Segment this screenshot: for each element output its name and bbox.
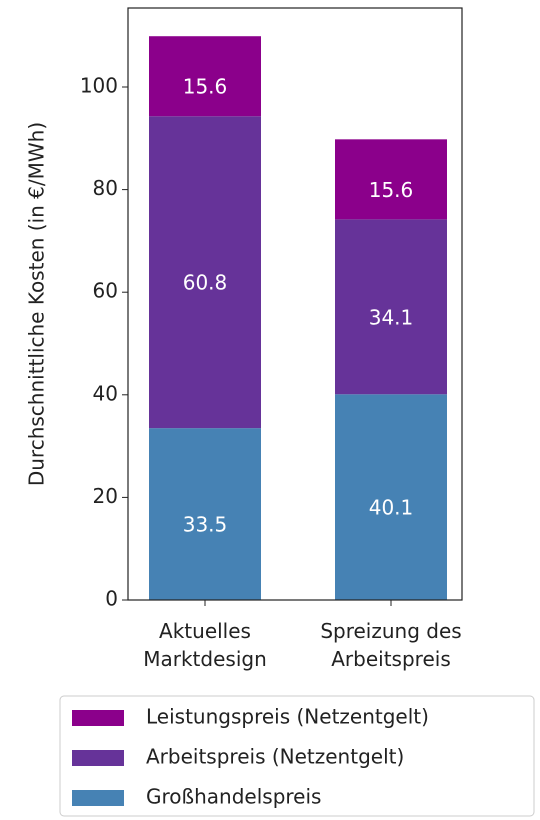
bar-segment <box>149 36 261 117</box>
y-tick-label: 60 <box>93 279 118 303</box>
value-label: 60.8 <box>183 271 228 295</box>
plot-frame <box>127 7 463 601</box>
bar-segment <box>335 394 447 600</box>
value-label: 33.5 <box>183 513 228 537</box>
bar-segment <box>335 219 447 395</box>
legend-swatch <box>72 710 124 726</box>
x-tick-label: Spreizung des Arbeitspreis <box>320 619 461 671</box>
y-tick-label: 100 <box>80 74 118 98</box>
y-tick-label: 0 <box>105 587 118 611</box>
y-tick-label: 20 <box>93 484 118 508</box>
legend-label: Leistungspreis (Netzentgelt) <box>146 705 429 729</box>
bar-segment <box>335 139 447 220</box>
x-tick-label: Aktuelles Marktdesign <box>143 619 267 671</box>
y-tick-label: 40 <box>93 381 118 405</box>
bar-segment <box>149 116 261 429</box>
legend-label: Arbeitspreis (Netzentgelt) <box>146 745 404 769</box>
y-axis-label: Durchschnittliche Kosten (in €/MWh) <box>25 122 49 486</box>
bar-segment <box>149 428 261 600</box>
y-tick-label: 80 <box>93 176 118 200</box>
value-label: 40.1 <box>369 496 414 520</box>
value-label: 15.6 <box>183 75 228 99</box>
legend-frame <box>59 695 535 817</box>
legend-label: Großhandelspreis <box>146 785 321 809</box>
legend-swatch <box>72 750 124 766</box>
value-label: 34.1 <box>369 305 414 329</box>
legend-swatch <box>72 790 124 806</box>
value-label: 15.6 <box>369 178 414 202</box>
